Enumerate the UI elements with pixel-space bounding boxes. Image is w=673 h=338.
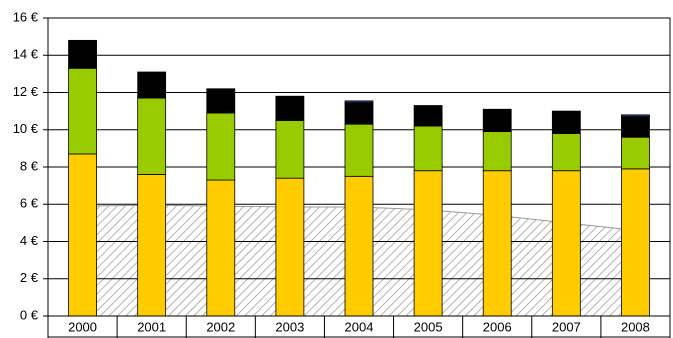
bar-segment <box>621 114 650 118</box>
bar-segment <box>275 177 305 317</box>
bar-segment <box>551 170 581 317</box>
y-tick-label: 0 € <box>20 307 39 322</box>
bar-segment <box>275 95 305 121</box>
bar-segment <box>344 175 374 317</box>
bar-segment <box>68 39 97 69</box>
bar-segment <box>621 136 650 170</box>
plot-frame <box>47 17 671 317</box>
bar-segment <box>482 108 512 133</box>
bar-segment <box>413 125 443 172</box>
x-tick-label: 2005 <box>414 319 443 334</box>
y-tick-label: 6 € <box>20 196 39 211</box>
y-tick-label: 4 € <box>20 233 39 248</box>
bar-segment <box>551 133 581 172</box>
bar-segment <box>137 71 167 99</box>
bar-segment <box>413 170 443 317</box>
x-tick-label: 2006 <box>483 319 512 334</box>
x-tick-label: 2003 <box>275 319 304 334</box>
bar-segment <box>344 100 374 104</box>
x-tick-label: 2002 <box>206 319 235 334</box>
bar-segment <box>482 170 512 317</box>
bar-segment <box>413 105 443 127</box>
bar-segment <box>344 102 374 125</box>
bar-segment <box>68 153 97 317</box>
x-tick-label: 2000 <box>68 319 97 334</box>
x-tick-label: 2004 <box>345 319 374 334</box>
bar-segment <box>206 112 236 181</box>
bar-segment <box>621 168 650 317</box>
y-tick-label: 8 € <box>20 158 39 173</box>
bar-segment <box>206 179 236 317</box>
y-tick-label: 14 € <box>13 47 39 62</box>
bar-segment <box>344 123 374 177</box>
bar-segment <box>621 116 650 138</box>
y-tick-label: 12 € <box>13 84 39 99</box>
x-tick-label: 2007 <box>552 319 581 334</box>
y-tick-label: 10 € <box>13 121 39 136</box>
bar-segment <box>551 110 581 134</box>
bar-segment <box>482 131 512 172</box>
x-tick-label: 2001 <box>137 319 166 334</box>
y-tick-label: 16 € <box>13 9 39 24</box>
bar-segment <box>275 120 305 179</box>
x-tick-label: 2008 <box>621 319 650 334</box>
y-tick-label: 2 € <box>20 270 39 285</box>
bar-segment <box>137 97 167 175</box>
bar-segment <box>137 174 167 317</box>
bar-segment <box>206 88 236 114</box>
bar-segment <box>68 67 97 155</box>
